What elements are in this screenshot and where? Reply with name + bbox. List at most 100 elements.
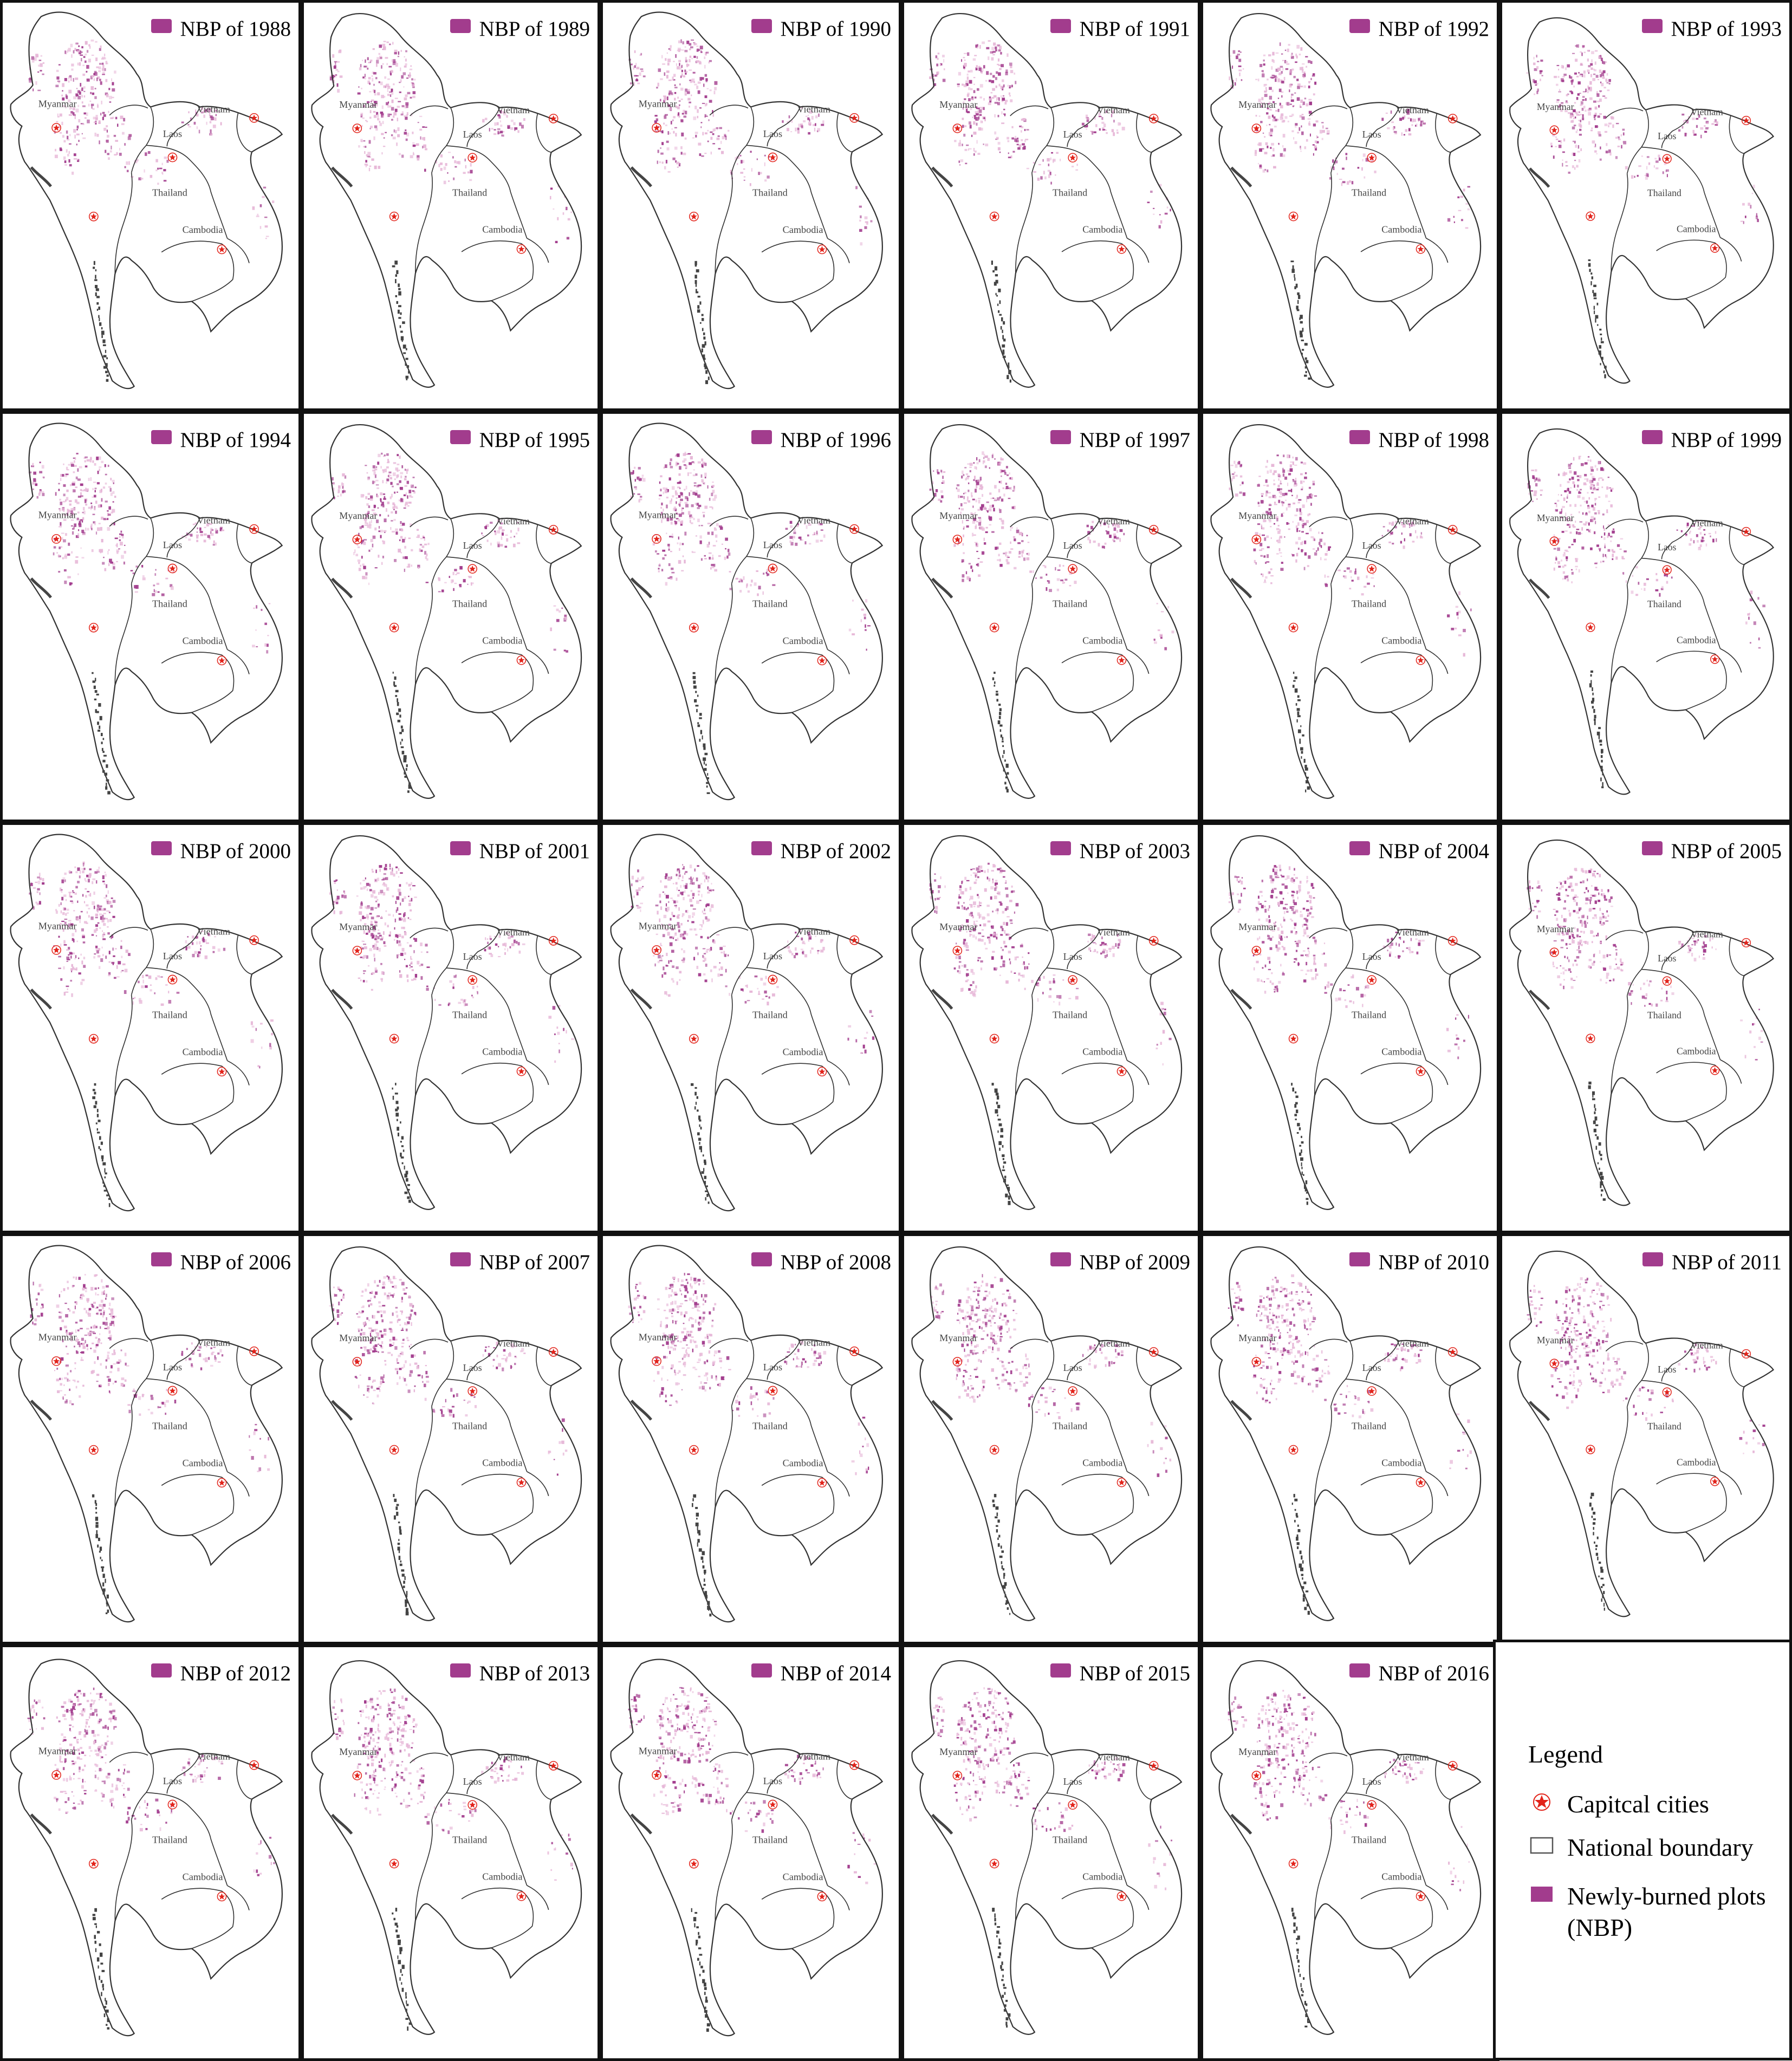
coastal-islands xyxy=(931,989,1011,1205)
capital-star-icon xyxy=(1662,976,1672,986)
nbp-speckles xyxy=(29,861,274,1069)
internal-boundary xyxy=(1010,1338,1049,1350)
coastal-islands xyxy=(1230,577,1310,792)
panel-title: NBP of 1991 xyxy=(1079,17,1190,41)
capital-star-icon xyxy=(1416,1891,1426,1901)
map-1997: Myanmar Vietnam Laos Thailand Cambodia xyxy=(911,424,1183,799)
country-label-myanmar: Myanmar xyxy=(339,1746,377,1757)
nbp-swatch-icon xyxy=(751,19,772,33)
country-label-thailand: Thailand xyxy=(452,1009,487,1020)
internal-boundary xyxy=(1061,240,1134,301)
internal-boundary xyxy=(1061,1062,1134,1123)
internal-boundary xyxy=(1729,115,1744,154)
map-panel-1999: Myanmar Vietnam Laos Thailand Cambodia NBP of… xyxy=(1499,411,1792,822)
map-panel-1998: Myanmar Vietnam Laos Thailand Cambodia NBP of… xyxy=(1200,411,1499,822)
country-label-laos: Laos xyxy=(463,129,482,140)
country-label-thailand: Thailand xyxy=(752,1420,788,1431)
internal-boundary xyxy=(1309,1338,1348,1350)
map-1999: Myanmar Vietnam Laos Thailand Cambodia xyxy=(1509,428,1775,795)
nbp-speckles xyxy=(27,1687,275,1876)
internal-boundary xyxy=(1067,518,1101,558)
country-label-cambodia: Cambodia xyxy=(783,1458,823,1468)
country-label-myanmar: Myanmar xyxy=(38,510,77,521)
national-boundary xyxy=(1210,424,1482,799)
capital-star-icon xyxy=(167,1799,178,1810)
country-label-vietnam: Vietnam xyxy=(197,1337,231,1348)
nbp-swatch-icon xyxy=(1050,1252,1071,1266)
internal-boundary xyxy=(161,1063,235,1124)
internal-boundary xyxy=(1136,935,1152,975)
national-boundary xyxy=(911,1660,1183,2035)
map-panel-2009: Myanmar Vietnam Laos Thailand Cambodia NBP of… xyxy=(901,1233,1200,1644)
capital-star-icon xyxy=(989,1445,999,1455)
national-boundary xyxy=(1509,17,1775,384)
country-label-cambodia: Cambodia xyxy=(1381,1046,1421,1057)
internal-boundary xyxy=(1729,526,1744,565)
capital-star-icon xyxy=(849,1760,859,1770)
capital-star-icon xyxy=(652,123,661,133)
capital-star-icon xyxy=(817,244,827,255)
country-label-laos: Laos xyxy=(463,1776,482,1787)
country-label-vietnam: Vietnam xyxy=(1691,1340,1723,1351)
capital-star-icon xyxy=(249,524,259,534)
country-label-laos: Laos xyxy=(1658,953,1676,964)
internal-boundary xyxy=(1729,937,1744,977)
capital-star-icon xyxy=(217,244,227,255)
nbp-speckles xyxy=(28,39,275,239)
country-label-vietnam: Vietnam xyxy=(1097,516,1130,526)
capital-star-icon xyxy=(817,1891,827,1902)
internal-boundary xyxy=(166,518,200,558)
internal-boundary xyxy=(1426,1060,1449,1085)
capital-star-icon xyxy=(1116,1891,1127,1901)
country-label-laos: Laos xyxy=(763,539,782,550)
nbp-speckles xyxy=(932,1687,1173,1890)
coastal-islands xyxy=(30,166,109,382)
internal-boundary xyxy=(431,107,455,173)
map-panel-2010: Myanmar Vietnam Laos Thailand Cambodia NBP of… xyxy=(1200,1233,1499,1644)
nbp-swatch-icon xyxy=(450,1663,471,1678)
internal-boundary xyxy=(1626,521,1649,585)
internal-boundary xyxy=(446,1379,528,1472)
map-panel-1992: Myanmar Vietnam Laos Thailand Cambodia NBP of… xyxy=(1200,0,1499,411)
map-2005: Myanmar Vietnam Laos Thailand Cambodia xyxy=(1509,839,1775,1206)
internal-boundary xyxy=(114,583,133,685)
internal-boundary xyxy=(1611,1407,1628,1506)
country-label-thailand: Thailand xyxy=(452,187,487,198)
capital-star-icon xyxy=(1068,1800,1077,1810)
national-boundary xyxy=(1509,428,1775,795)
internal-boundary xyxy=(1426,238,1449,263)
capital-star-icon xyxy=(516,1067,527,1076)
coastal-islands xyxy=(630,1400,712,1617)
internal-boundary xyxy=(446,556,528,649)
country-label-laos: Laos xyxy=(163,539,182,550)
national-boundary xyxy=(1210,835,1482,1210)
internal-boundary xyxy=(1136,1346,1152,1386)
panel-title: NBP of 2002 xyxy=(780,840,891,863)
legend-item-nbp: Newly-burned plots (NBP) xyxy=(1528,1881,1766,1943)
country-label-vietnam: Vietnam xyxy=(497,1338,530,1349)
panel-title: NBP of 1989 xyxy=(479,17,590,41)
internal-boundary xyxy=(227,1060,250,1085)
capital-star-icon xyxy=(1367,153,1377,162)
panel-title: NBP of 2016 xyxy=(1378,1662,1489,1685)
country-label-cambodia: Cambodia xyxy=(1677,1457,1716,1468)
country-label-laos: Laos xyxy=(1063,1362,1082,1373)
country-label-cambodia: Cambodia xyxy=(482,224,522,235)
internal-boundary xyxy=(709,1752,749,1763)
internal-boundary xyxy=(1661,1343,1694,1382)
coastal-islands xyxy=(1230,166,1311,380)
internal-boundary xyxy=(1127,1885,1150,1910)
internal-boundary xyxy=(527,1885,549,1910)
country-label-thailand: Thailand xyxy=(152,598,187,609)
country-label-laos: Laos xyxy=(1362,1362,1381,1373)
capital-star-icon xyxy=(1710,1477,1720,1486)
country-label-cambodia: Cambodia xyxy=(1677,224,1716,235)
internal-boundary xyxy=(1611,173,1628,272)
internal-boundary xyxy=(1127,649,1150,674)
map-2007: Myanmar Vietnam Laos Thailand Cambodia xyxy=(311,1246,582,1621)
capital-star-icon xyxy=(1447,1347,1458,1357)
internal-boundary xyxy=(1641,557,1721,649)
internal-boundary xyxy=(1626,109,1649,174)
internal-boundary xyxy=(1015,1406,1033,1507)
capital-star-icon xyxy=(849,1346,859,1356)
